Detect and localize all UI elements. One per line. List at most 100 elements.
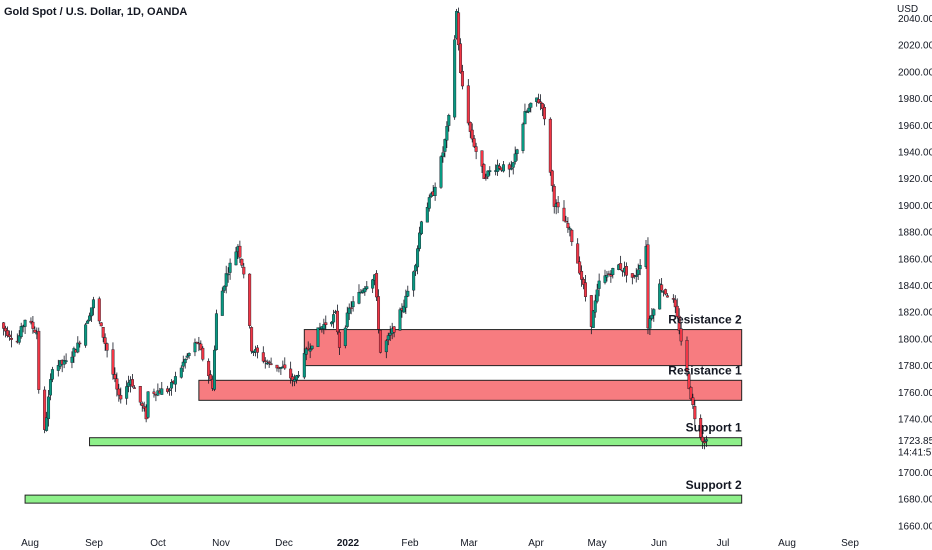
candle: [304, 346, 308, 361]
y-tick-label: 2040.000: [898, 14, 932, 25]
zone-support-4[interactable]: [24, 494, 743, 504]
candle: [173, 371, 177, 392]
candle: [705, 435, 709, 447]
candle: [611, 267, 615, 279]
y-tick-label: 1900.000: [898, 201, 932, 212]
candle: [209, 370, 213, 380]
candle: [337, 329, 341, 355]
y-tick-label: 1780.000: [898, 361, 932, 372]
candle: [181, 355, 185, 372]
candle: [324, 315, 328, 331]
candle: [472, 135, 476, 148]
candle: [47, 389, 51, 427]
candle: [457, 7, 461, 51]
zone-resistance-1[interactable]: [303, 329, 743, 367]
candle: [363, 285, 367, 296]
y-tick-label: 1740.000: [898, 415, 932, 426]
x-tick-label: Dec: [275, 538, 293, 549]
candle: [648, 315, 652, 336]
candle: [62, 355, 66, 369]
candle: [578, 256, 582, 275]
candle: [486, 170, 490, 180]
y-tick-label: 1940.000: [898, 148, 932, 159]
candle: [675, 298, 679, 319]
x-tick-label: Aug: [21, 538, 39, 549]
candle: [33, 326, 37, 333]
candle: [539, 94, 543, 111]
candle: [550, 169, 554, 192]
candle: [576, 238, 580, 264]
candle: [201, 346, 205, 362]
candle: [406, 285, 410, 297]
y-tick-label: 1680.000: [898, 495, 932, 506]
candle: [619, 255, 623, 271]
candle: [289, 361, 293, 384]
y-tick-label: 1760.000: [898, 388, 932, 399]
candle: [43, 386, 47, 434]
candle: [664, 288, 668, 296]
candle: [595, 283, 599, 304]
candle: [699, 414, 703, 441]
candle: [115, 372, 119, 397]
candle: [7, 330, 11, 341]
candle: [466, 79, 470, 126]
candle: [275, 364, 279, 372]
zone-label-4: Support 2: [686, 478, 742, 492]
candle: [29, 317, 33, 325]
candle: [197, 336, 201, 352]
candle: [607, 270, 611, 276]
candle: [261, 346, 265, 364]
candle: [375, 270, 379, 302]
candle: [19, 322, 23, 339]
candle: [402, 299, 406, 314]
candle: [242, 263, 246, 279]
candle: [527, 103, 531, 114]
y-tick-label: 2020.000: [898, 41, 932, 52]
price-unit-label: USD: [897, 4, 919, 15]
candle: [525, 109, 529, 113]
candle: [78, 340, 82, 348]
candle: [302, 348, 306, 380]
candle: [488, 166, 492, 176]
candle: [439, 155, 443, 189]
candle: [97, 296, 101, 324]
y-tick-label: 2000.000: [898, 67, 932, 78]
x-tick-label: May: [588, 538, 607, 549]
candle: [130, 373, 134, 388]
candle: [283, 357, 287, 370]
zone-label-3: Support 1: [686, 421, 742, 435]
candle: [658, 279, 662, 310]
candle: [433, 182, 437, 201]
candle: [529, 102, 533, 113]
candle: [660, 278, 664, 293]
candle: [291, 373, 295, 387]
x-tick-label: Sep: [841, 538, 859, 549]
candle: [6, 326, 10, 338]
candle: [279, 367, 283, 375]
candle: [113, 367, 117, 383]
candle: [199, 340, 203, 351]
last-price-value: 1723.855: [898, 436, 932, 447]
candle: [570, 228, 574, 246]
candle: [310, 345, 314, 351]
candle: [646, 237, 650, 335]
y-tick-label: 1700.000: [898, 468, 932, 479]
candle: [267, 360, 271, 368]
candle: [103, 333, 107, 351]
candle: [31, 316, 35, 334]
x-tick-label: Jun: [651, 538, 667, 549]
candle: [207, 358, 211, 384]
candle: [56, 359, 60, 377]
candle: [70, 351, 74, 369]
candle: [416, 245, 420, 275]
zone-support-3[interactable]: [89, 437, 743, 447]
zone-resistance-2[interactable]: [198, 379, 743, 401]
x-tick-label: Jul: [717, 538, 730, 549]
candle: [501, 160, 505, 173]
candle: [111, 342, 115, 380]
candle: [414, 263, 418, 276]
candle: [685, 336, 689, 377]
x-tick-label: Feb: [401, 538, 419, 549]
candle: [562, 200, 566, 222]
